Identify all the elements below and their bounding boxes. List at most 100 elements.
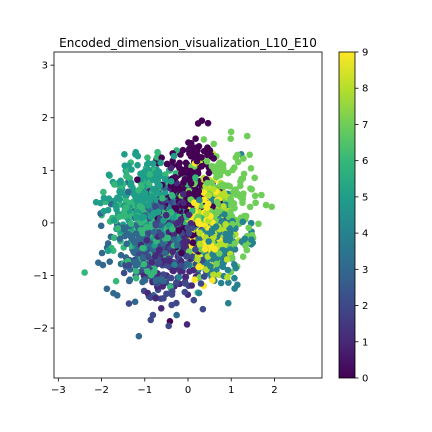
scatter-point <box>152 203 159 210</box>
scatter-point <box>173 241 181 249</box>
scatter-point <box>116 235 124 243</box>
scatter-point <box>239 253 247 260</box>
scatter-point <box>147 294 154 301</box>
scatter-point <box>194 120 202 127</box>
y-tick-label: −1 <box>33 271 48 282</box>
scatter-point <box>215 250 223 257</box>
scatter-point <box>134 176 141 183</box>
scatter-points <box>81 117 275 340</box>
scatter-point <box>123 240 130 248</box>
scatter-point <box>168 291 176 298</box>
scatter-point <box>139 244 146 252</box>
scatter-point <box>240 155 247 162</box>
scatter-point <box>128 166 135 173</box>
scatter-point <box>181 279 189 287</box>
scatter-point <box>154 179 161 186</box>
scatter-point <box>110 217 118 224</box>
scatter-point <box>255 220 262 228</box>
scatter-point <box>105 171 113 179</box>
colorbar-tick-label: 8 <box>362 84 368 95</box>
scatter-point <box>185 230 193 237</box>
scatter-point <box>100 207 108 215</box>
scatter-point <box>159 283 167 290</box>
scatter-point <box>170 231 178 238</box>
scatter-point <box>185 139 192 146</box>
scatter-point <box>121 162 129 169</box>
scatter-point <box>203 204 211 211</box>
scatter-point <box>202 210 210 218</box>
x-tick-label: 1 <box>228 385 234 396</box>
scatter-point <box>128 234 135 242</box>
scatter-point <box>148 259 156 266</box>
scatter-point <box>152 220 159 227</box>
scatter-point <box>111 181 118 188</box>
y-axis: −2 −1 0 1 2 3 <box>33 61 54 335</box>
colorbar-tick-label: 7 <box>362 120 368 131</box>
scatter-point <box>173 279 180 286</box>
scatter-point <box>205 169 213 177</box>
scatter-point <box>181 288 189 296</box>
scatter-point <box>124 188 132 196</box>
scatter-point <box>118 189 125 197</box>
scatter-point <box>110 234 118 242</box>
scatter-point <box>171 261 178 269</box>
scatter-point <box>194 217 202 225</box>
scatter-point <box>135 249 142 257</box>
scatter-point <box>246 203 254 211</box>
scatter-point <box>132 230 140 237</box>
scatter-point <box>191 276 198 283</box>
scatter-point <box>158 154 165 162</box>
colorbar-tick-label: 2 <box>362 301 368 312</box>
scatter-point <box>160 217 167 224</box>
scatter-point <box>209 276 216 284</box>
scatter-point <box>187 180 195 187</box>
scatter-point <box>196 240 204 248</box>
scatter-point <box>240 212 248 220</box>
scatter-point <box>252 199 259 207</box>
scatter-point <box>185 145 193 153</box>
scatter-point <box>155 168 163 176</box>
scatter-point <box>187 152 195 160</box>
scatter-point <box>98 249 106 257</box>
y-tick-label: 1 <box>42 166 48 177</box>
scatter-point <box>180 199 187 207</box>
scatter-point <box>196 229 203 237</box>
x-tick-label: −2 <box>94 385 109 396</box>
scatter-point <box>243 132 251 140</box>
scatter-point <box>146 171 154 178</box>
scatter-point <box>231 274 238 282</box>
scatter-point <box>134 261 141 268</box>
scatter-point <box>226 234 234 242</box>
scatter-point <box>164 234 172 242</box>
scatter-point <box>177 268 184 275</box>
scatter-point <box>135 332 143 340</box>
colorbar-axis: 0 1 2 3 4 5 6 7 8 9 <box>355 48 368 385</box>
scatter-point <box>205 238 213 245</box>
scatter-point <box>194 147 201 154</box>
colorbar-tick-label: 1 <box>362 337 368 348</box>
scatter-point <box>183 252 191 260</box>
scatter-point <box>97 222 105 230</box>
scatter-point <box>140 213 148 220</box>
x-tick-label: −3 <box>51 385 66 396</box>
y-tick-label: 0 <box>42 218 48 229</box>
scatter-point <box>163 290 170 298</box>
scatter-point <box>173 311 180 319</box>
scatter-point <box>139 229 146 237</box>
scatter-point <box>145 202 152 209</box>
scatter-point <box>207 229 215 236</box>
scatter-point <box>135 186 143 194</box>
scatter-point <box>242 242 249 250</box>
scatter-point <box>213 208 221 215</box>
scatter-point <box>170 236 178 243</box>
scatter-point <box>185 211 193 219</box>
scatter-point <box>131 239 139 246</box>
scatter-point <box>142 189 149 197</box>
scatter-point <box>221 211 228 218</box>
scatter-point <box>100 194 108 202</box>
scatter-point <box>230 261 238 268</box>
scatter-point <box>184 224 192 232</box>
scatter-point <box>209 185 217 193</box>
scatter-point <box>146 196 154 204</box>
